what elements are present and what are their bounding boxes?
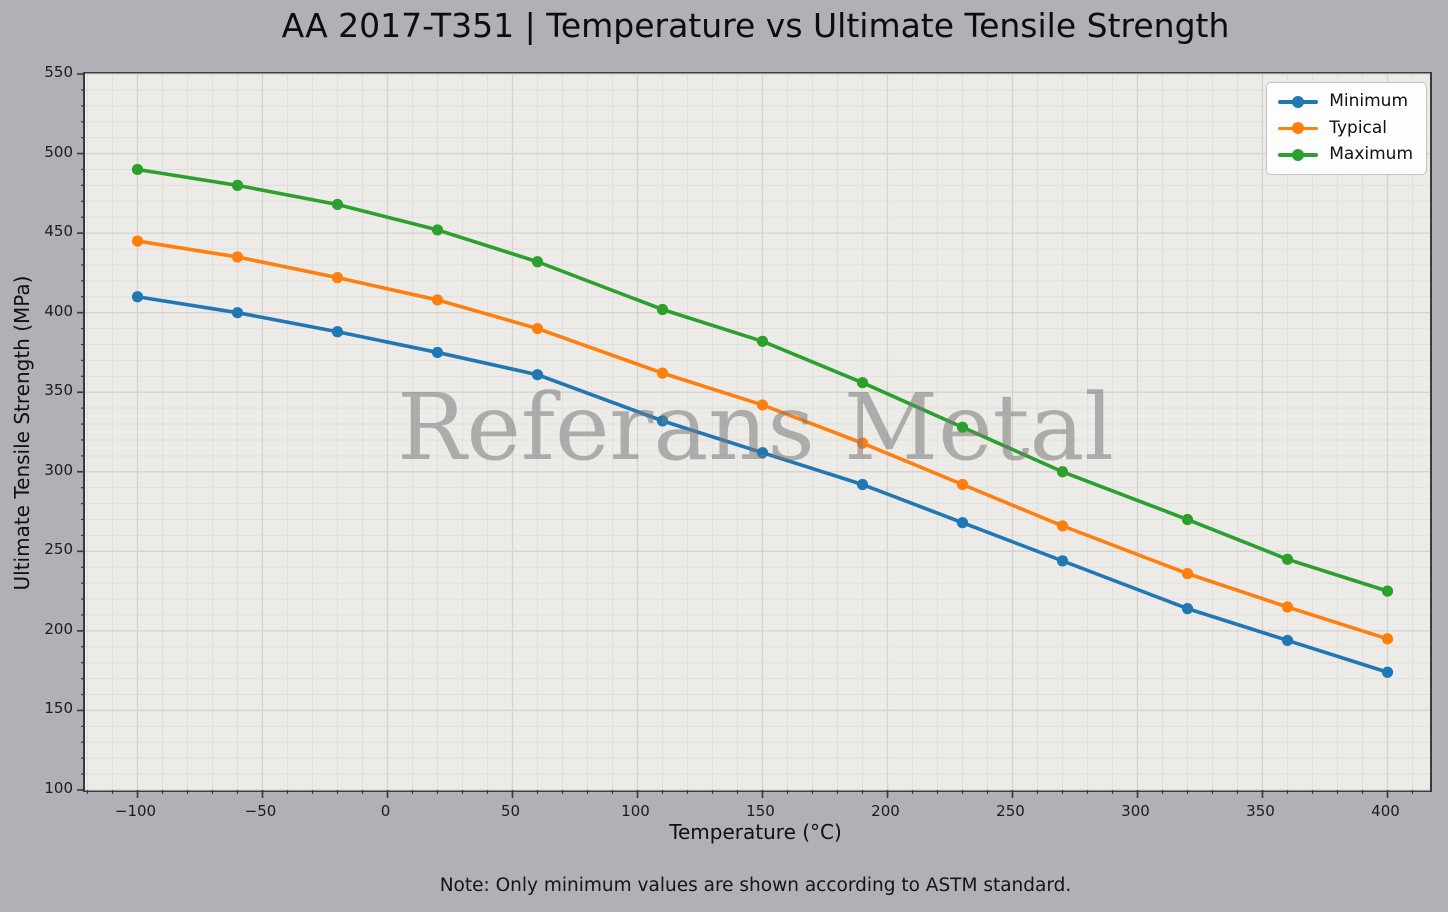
legend-line-marker-icon	[1278, 122, 1319, 135]
legend-item-typical: Typical	[1278, 117, 1413, 139]
legend-item-maximum: Maximum	[1278, 145, 1413, 165]
data-point-maximum	[856, 377, 869, 389]
data-point-typical	[856, 437, 869, 449]
y-tick-label: 200	[44, 619, 73, 638]
chart-title: AA 2017-T351 | Temperature vs Ultimate T…	[281, 6, 1230, 45]
data-point-minimum	[331, 326, 344, 338]
legend-label: Maximum	[1329, 144, 1413, 165]
data-point-typical	[431, 294, 444, 306]
data-point-maximum	[431, 224, 444, 236]
y-tick-label: 450	[44, 222, 73, 241]
data-point-maximum	[1381, 585, 1394, 597]
data-point-typical	[656, 367, 669, 379]
data-point-typical	[331, 272, 344, 284]
data-point-maximum	[956, 421, 969, 433]
x-tick-label: 50	[500, 802, 521, 820]
x-tick-label: 150	[746, 802, 775, 820]
data-point-minimum	[756, 447, 769, 459]
legend-label: Typical	[1329, 117, 1388, 138]
data-point-maximum	[1056, 466, 1069, 478]
data-point-typical	[1181, 568, 1194, 580]
y-tick-label: 150	[44, 699, 73, 718]
chart-note: Note: Only minimum values are shown acco…	[439, 875, 1072, 896]
data-point-maximum	[756, 335, 769, 347]
legend: Minimum Typical Maximum	[1266, 82, 1427, 175]
legend-line-marker-icon	[1278, 148, 1319, 161]
data-point-minimum	[1381, 666, 1394, 678]
data-point-minimum	[231, 307, 244, 319]
data-point-minimum	[1281, 634, 1294, 647]
y-tick-label: 250	[44, 540, 73, 559]
legend-line-marker-icon	[1278, 95, 1319, 108]
data-point-typical	[756, 399, 769, 411]
data-point-typical	[231, 251, 244, 263]
data-point-typical	[1281, 601, 1294, 613]
x-tick-label: 250	[996, 802, 1025, 820]
x-tick-label: −50	[244, 802, 277, 820]
data-point-maximum	[231, 179, 244, 191]
data-point-typical	[531, 322, 544, 335]
y-tick-label: 300	[44, 460, 73, 479]
x-tick-label: 300	[1121, 802, 1150, 820]
data-point-maximum	[331, 198, 344, 211]
data-point-minimum	[656, 415, 669, 427]
data-point-minimum	[956, 517, 969, 529]
x-tick-label: 200	[871, 802, 900, 820]
data-point-minimum	[1056, 555, 1069, 567]
y-tick-label: 400	[44, 301, 73, 320]
x-tick-label: 350	[1246, 802, 1275, 820]
y-tick-label: 500	[44, 142, 73, 161]
data-point-typical	[956, 478, 969, 491]
data-point-typical	[131, 235, 144, 247]
data-point-minimum	[1181, 603, 1194, 615]
data-point-minimum	[131, 291, 144, 303]
y-axis-label: Ultimate Tensile Strength (MPa)	[10, 275, 34, 591]
data-point-maximum	[1281, 553, 1294, 565]
data-point-maximum	[656, 303, 669, 316]
data-point-typical	[1381, 633, 1394, 645]
data-point-maximum	[531, 256, 544, 268]
chart-canvas	[77, 73, 1430, 798]
y-tick-label: 550	[44, 63, 73, 81]
x-axis-label: Temperature (°C)	[669, 820, 842, 844]
x-tick-label: 0	[380, 802, 391, 820]
data-point-maximum	[131, 163, 144, 176]
legend-label: Minimum	[1329, 91, 1409, 111]
x-tick-label: 400	[1371, 802, 1400, 820]
data-point-minimum	[431, 346, 444, 359]
plot-area	[77, 72, 1432, 798]
data-point-minimum	[856, 478, 869, 491]
x-tick-label: −100	[114, 802, 157, 820]
x-tick-label: 100	[621, 802, 650, 820]
y-tick-label: 350	[44, 381, 73, 400]
data-point-maximum	[1181, 513, 1194, 526]
data-point-minimum	[531, 369, 544, 381]
y-tick-label: 100	[44, 779, 73, 797]
legend-item-minimum: Minimum	[1278, 91, 1413, 112]
data-point-typical	[1056, 520, 1069, 532]
